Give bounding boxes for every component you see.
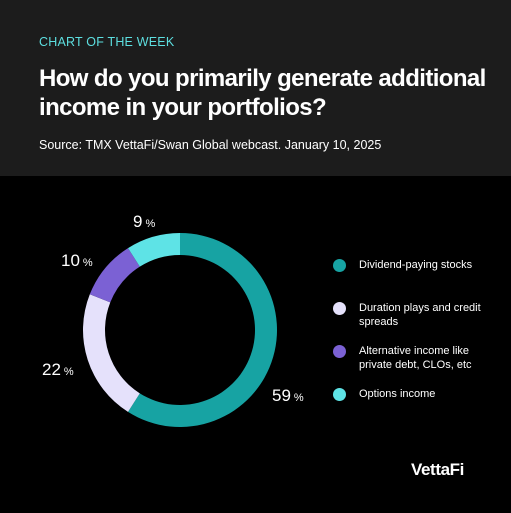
- legend-swatch-dividend: [333, 259, 346, 272]
- legend-swatch-duration: [333, 302, 346, 315]
- slice-unit-options: %: [145, 218, 156, 230]
- donut-slice-alternative: [89, 248, 140, 303]
- slice-value-alternative: 10: [61, 251, 80, 270]
- legend-swatch-alternative: [333, 345, 346, 358]
- legend-item-alternative: Alternative income like private debt, CL…: [333, 344, 503, 372]
- slice-label-alternative: 10%: [61, 251, 93, 271]
- legend-item-dividend: Dividend-paying stocks: [333, 258, 503, 286]
- slice-unit-duration: %: [63, 366, 74, 378]
- slice-unit-dividend: %: [293, 392, 304, 404]
- slice-value-duration: 22: [42, 360, 61, 379]
- chart-source: Source: TMX VettaFi/Swan Global webcast.…: [39, 138, 382, 152]
- slice-label-options: 9%: [133, 212, 155, 232]
- vettafi-logo: VettaFi: [411, 460, 464, 479]
- donut-slice-duration: [83, 294, 140, 412]
- legend-item-options: Options income: [333, 387, 503, 401]
- legend-label-alternative: Alternative income like private debt, CL…: [359, 345, 472, 371]
- donut-slice-dividend: [128, 233, 277, 427]
- legend-swatch-options: [333, 388, 346, 401]
- slice-unit-alternative: %: [82, 257, 93, 269]
- slice-value-dividend: 59: [272, 386, 291, 405]
- header-panel: [0, 0, 511, 176]
- chart-kicker: CHART OF THE WEEK: [39, 35, 175, 49]
- legend-label-duration: Duration plays and credit spreads: [359, 302, 481, 328]
- slice-label-dividend: 59%: [272, 386, 304, 406]
- legend-label-dividend: Dividend-paying stocks: [359, 259, 473, 271]
- slice-label-duration: 22%: [42, 360, 74, 380]
- legend-item-duration: Duration plays and credit spreads: [333, 301, 503, 329]
- chart-title: How do you primarily generate additional…: [39, 65, 486, 121]
- chart-legend: Dividend-paying stocks Duration plays an…: [333, 258, 503, 401]
- donut-chart: [83, 233, 277, 427]
- legend-label-options: Options income: [359, 388, 436, 400]
- slice-value-options: 9: [133, 212, 143, 231]
- donut-slice-options: [128, 233, 180, 267]
